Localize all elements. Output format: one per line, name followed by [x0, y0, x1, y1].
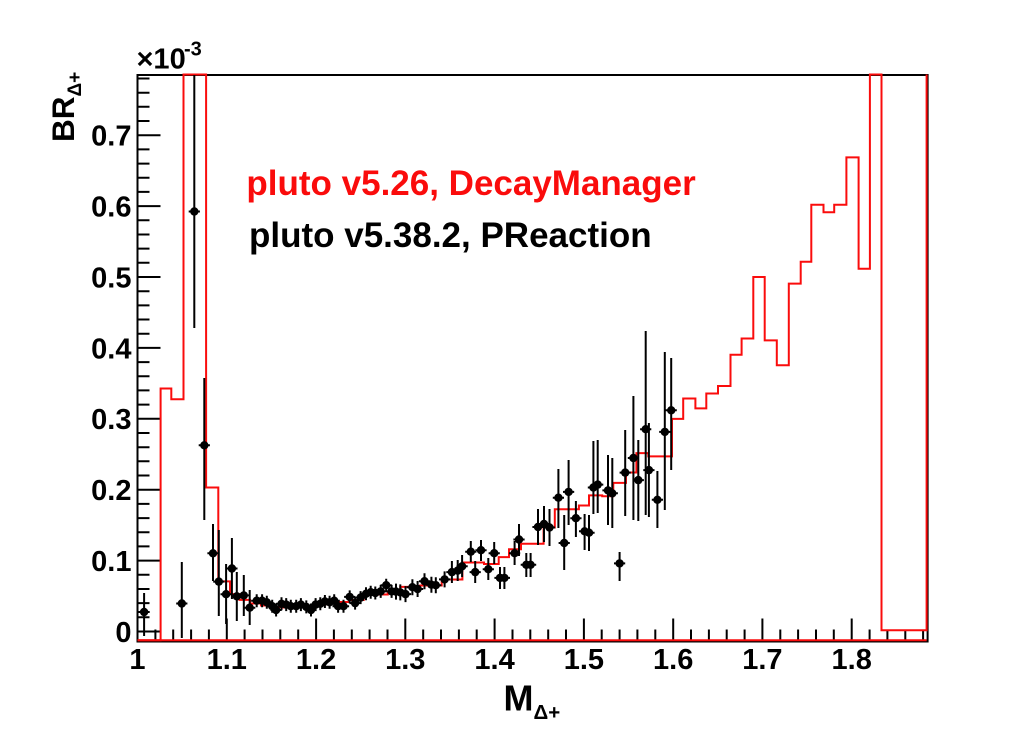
svg-text:0.3: 0.3 — [91, 404, 131, 436]
svg-text:1: 1 — [129, 644, 145, 676]
svg-text:×10: ×10 — [137, 44, 186, 76]
svg-text:1.8: 1.8 — [832, 644, 872, 676]
svg-text:1.7: 1.7 — [742, 644, 782, 676]
svg-text:-3: -3 — [184, 39, 202, 61]
svg-text:0.4: 0.4 — [91, 333, 131, 365]
svg-text:1.1: 1.1 — [207, 644, 247, 676]
svg-text:0.7: 0.7 — [91, 121, 131, 153]
svg-text:pluto v5.38.2, PReaction: pluto v5.38.2, PReaction — [249, 216, 652, 255]
svg-text:1.3: 1.3 — [385, 644, 425, 676]
svg-text:1.4: 1.4 — [474, 644, 514, 676]
svg-text:0.6: 0.6 — [91, 192, 131, 224]
svg-text:1.5: 1.5 — [564, 644, 604, 676]
svg-text:1.6: 1.6 — [653, 644, 693, 676]
svg-text:0.5: 0.5 — [91, 262, 131, 294]
svg-text:0.1: 0.1 — [91, 546, 131, 578]
svg-text:pluto v5.26, DecayManager: pluto v5.26, DecayManager — [246, 164, 696, 203]
svg-text:1.2: 1.2 — [296, 644, 336, 676]
svg-text:0.2: 0.2 — [91, 475, 131, 507]
svg-text:0: 0 — [115, 617, 131, 649]
